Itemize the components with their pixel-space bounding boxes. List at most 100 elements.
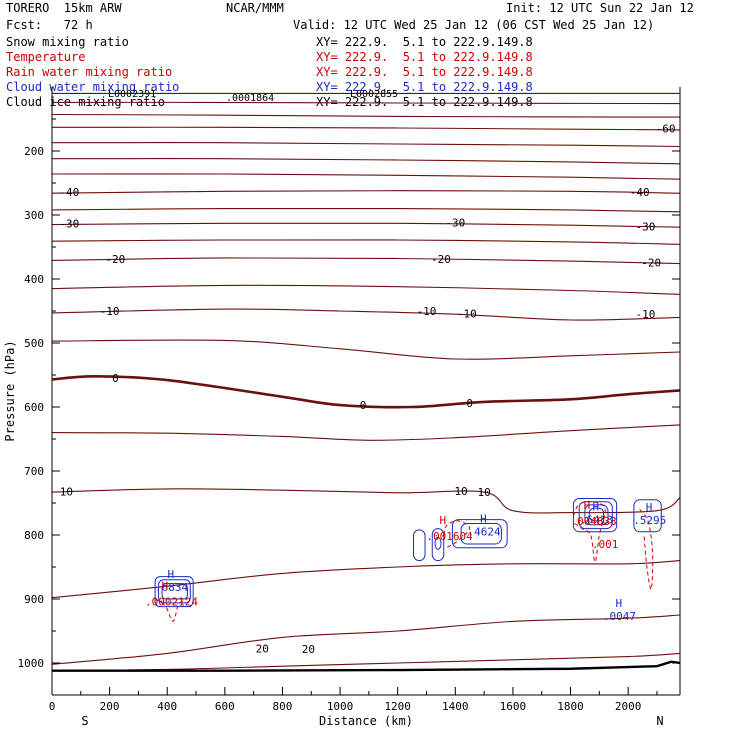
isotherm-label-4: -30	[445, 217, 465, 230]
isotherm-label-9: -10	[100, 305, 120, 318]
rain-max-marker-1: H	[440, 514, 447, 527]
isotherm--15	[51, 284, 681, 295]
isotherm-label-16: 10	[60, 485, 73, 498]
x-axis-label: Distance (km)	[319, 714, 413, 728]
cloud-water-contour-b2	[431, 528, 445, 562]
north-end-label: N	[656, 714, 663, 728]
cloud-water-max-value-0: .6834	[155, 581, 188, 594]
legend-xy-4: XY= 222.9. 5.1 to 222.9.149.8	[316, 95, 533, 109]
isotherm-label-6: -20	[105, 253, 125, 266]
y-tick-label-300: 300	[24, 209, 44, 222]
rain-contour-a	[155, 598, 188, 622]
isotherm--20	[51, 257, 681, 265]
cloud-water-max-marker-0: H	[168, 568, 175, 581]
legend-xy-3: XY= 222.9. 5.1 to 222.9.149.8	[316, 80, 533, 94]
rain-max-marker-2: H	[584, 499, 591, 512]
rain-max-value-2: .004833	[570, 515, 616, 528]
isotherm-label-8: -20	[641, 256, 661, 269]
y-tick-label-700: 700	[24, 465, 44, 478]
cloud-water-contour-b3	[451, 519, 508, 549]
isotherm-15	[51, 560, 681, 599]
isotherm-label-18: 10	[477, 486, 490, 499]
cloud-water-contour-c4	[588, 507, 605, 522]
isotherm-label-14: 0	[360, 399, 367, 412]
valid-time: Valid: 12 UTC Wed 25 Jan 12 (06 CST Wed …	[293, 18, 655, 32]
x-tick-label-600: 600	[215, 700, 235, 713]
isotherm--60	[51, 126, 681, 131]
rain-max-value-1: .001604	[426, 530, 473, 543]
isotherm--50	[51, 158, 681, 165]
isotherm-25	[51, 652, 681, 672]
x-tick-label-1400: 1400	[442, 700, 469, 713]
isotherm--65	[51, 113, 681, 118]
cloud-water-contour-a3	[161, 583, 188, 600]
isotherm-label-5: -30	[635, 221, 655, 234]
y-tick-label-600: 600	[24, 401, 44, 414]
isotherm-label-7: -20	[431, 253, 451, 266]
isotherm--25	[51, 239, 681, 245]
isotherm--55	[51, 142, 681, 148]
cloud-water-max-value-4: .0047	[603, 610, 636, 623]
y-tick-label-1000: 1000	[18, 657, 45, 670]
cloud-water-contour-c3	[584, 504, 609, 526]
isotherm-label-13: 0	[112, 372, 119, 385]
x-tick-label-1200: 1200	[384, 700, 411, 713]
cloud-water-contour-a2	[158, 579, 191, 604]
isotherm-label-0: -60	[656, 123, 676, 136]
x-tick-label-400: 400	[157, 700, 177, 713]
cloud-water-max-marker-3: H	[646, 501, 653, 514]
isotherm--70	[51, 101, 681, 105]
center-title: NCAR/MMM	[226, 1, 284, 15]
isotherm-label-11: -10	[457, 308, 477, 321]
y-tick-label-400: 400	[24, 273, 44, 286]
rain-contour-b	[443, 520, 471, 549]
cloud-water-max-marker-1: H	[480, 513, 487, 526]
isotherm-label-17: 10	[454, 485, 467, 498]
legend-name-3: Cloud water mixing ratio	[6, 80, 180, 94]
y-tick-label-500: 500	[24, 337, 44, 350]
cloud-water-max-value-3: .5295	[633, 514, 666, 527]
isotherm-label-2: -40	[630, 186, 650, 199]
legend-xy-1: XY= 222.9. 5.1 to 222.9.149.8	[316, 50, 533, 64]
snow-ice-max-label-0: L0002391	[108, 89, 156, 100]
x-tick-label-1600: 1600	[500, 700, 527, 713]
isotherm-label-10: -10	[417, 305, 437, 318]
init-time: Init: 12 UTC Sun 22 Jan 12	[506, 1, 694, 15]
isotherm-10	[51, 488, 681, 514]
cloud-water-max-marker-2: H	[592, 500, 599, 513]
cloud-water-contour-b1	[413, 529, 426, 562]
x-tick-label-1000: 1000	[327, 700, 354, 713]
isotherm-label-3: -30	[59, 217, 79, 230]
x-tick-label-200: 200	[100, 700, 120, 713]
cloud-water-contour-b5	[434, 536, 442, 550]
x-tick-label-800: 800	[273, 700, 293, 713]
x-tick-label-0: 0	[49, 700, 56, 713]
cloud-water-max-value-1: .4624	[468, 526, 501, 539]
isotherm--5	[51, 339, 681, 360]
snow-ice-max-label-1: .0001864	[226, 93, 274, 104]
isotherm--35	[51, 207, 681, 213]
cloud-water-max-marker-4: H	[616, 597, 623, 610]
cloud-water-max-value-2: .6413	[580, 513, 613, 526]
isotherm--30	[51, 222, 681, 228]
legend-name-1: Temperature	[6, 50, 86, 64]
isotherm-label-12: -10	[635, 308, 655, 321]
rain-contour-c	[572, 500, 606, 563]
y-tick-label-900: 900	[24, 593, 44, 606]
isotherm--10	[51, 308, 681, 321]
legend-xy-2: XY= 222.9. 5.1 to 222.9.149.8	[316, 65, 533, 79]
rain-max-value-3: .001	[592, 538, 619, 551]
y-tick-label-800: 800	[24, 529, 44, 542]
cloud-water-contour-a1	[154, 576, 194, 608]
rain-max-marker-0: H	[162, 580, 169, 593]
isotherm-0	[51, 374, 681, 409]
x-tick-label-2000: 2000	[615, 700, 642, 713]
cloud-water-contour-d1	[633, 499, 662, 533]
cloud-water-contour-b4	[460, 522, 502, 545]
model-title: TORERO 15km ARW	[6, 1, 122, 15]
south-end-label: S	[81, 714, 88, 728]
isotherm--40	[51, 190, 681, 194]
surface-line	[52, 660, 681, 672]
legend-name-2: Rain water mixing ratio	[6, 65, 173, 79]
